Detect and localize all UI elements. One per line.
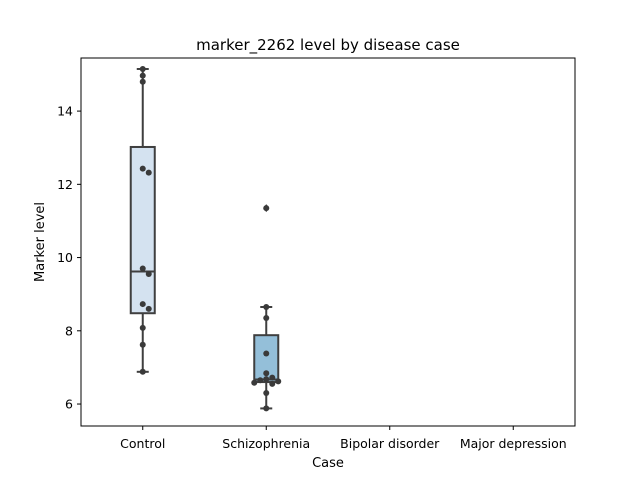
data-point [257,377,264,384]
y-axis-label: Marker level [33,202,48,282]
y-tick-label: 8 [65,323,73,338]
data-point [139,265,146,272]
x-tick-label: Control [120,436,165,451]
data-point [263,405,270,412]
data-point [263,205,270,212]
data-point [139,65,146,72]
y-tick-label: 14 [57,104,73,119]
data-point [145,271,152,278]
x-tick-label: Bipolar disorder [340,436,440,451]
x-tick-label: Schizophrenia [222,436,310,451]
y-tick-label: 6 [65,397,73,412]
data-point [263,390,270,397]
data-point [145,169,152,176]
x-axis-label: Case [312,456,344,471]
data-point [139,368,146,375]
y-tick-label: 12 [57,177,73,192]
data-point [145,305,152,312]
data-point [263,303,270,310]
y-tick-label: 10 [57,250,73,265]
data-point [139,165,146,172]
box-group-control [129,65,156,375]
data-point [139,78,146,85]
plot-layer [129,65,282,412]
data-point [263,350,270,357]
box-group-schizophrenia [251,204,282,412]
chart-title: marker_2262 level by disease case [196,36,460,55]
data-point [139,301,146,308]
data-point [269,374,276,381]
data-point [275,378,282,385]
data-point [139,341,146,348]
data-point [263,376,270,383]
data-point [269,380,276,387]
data-point [139,324,146,331]
data-point [251,379,258,386]
box-iqr [253,334,280,384]
data-point [263,370,270,377]
axes-frame [80,57,576,427]
x-tick-label: Major depression [460,436,567,451]
data-point [263,314,270,321]
data-point [139,72,146,79]
